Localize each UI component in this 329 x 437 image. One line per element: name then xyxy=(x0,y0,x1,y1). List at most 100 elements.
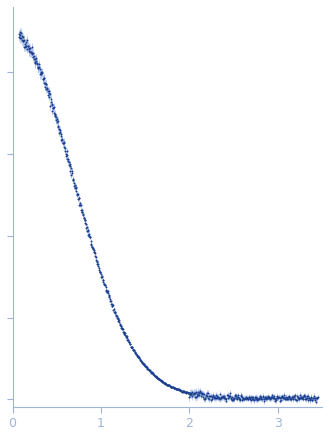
Point xyxy=(195,388,200,395)
Point xyxy=(224,392,230,399)
Point xyxy=(199,391,204,398)
Point xyxy=(110,302,115,309)
Point xyxy=(302,392,307,399)
Point xyxy=(99,274,105,281)
Point xyxy=(314,398,319,405)
Point xyxy=(63,147,68,154)
Point xyxy=(194,392,200,399)
Point xyxy=(201,391,206,398)
Point xyxy=(83,217,88,224)
Point xyxy=(252,396,257,403)
Point xyxy=(308,397,313,404)
Point xyxy=(170,384,175,391)
Point xyxy=(234,394,240,401)
Point xyxy=(228,394,233,401)
Point xyxy=(25,43,30,50)
Point xyxy=(63,153,68,160)
Point xyxy=(101,281,107,288)
Point xyxy=(193,388,199,395)
Point xyxy=(123,331,128,338)
Point xyxy=(137,356,142,363)
Point xyxy=(71,179,77,186)
Point xyxy=(143,362,148,369)
Point xyxy=(180,388,185,395)
Point xyxy=(105,288,110,295)
Point xyxy=(156,375,162,382)
Point xyxy=(61,139,66,146)
Point xyxy=(142,362,147,369)
Point xyxy=(50,104,56,111)
Point xyxy=(40,76,45,83)
Point xyxy=(62,138,67,145)
Point xyxy=(203,396,208,403)
Point xyxy=(172,385,177,392)
Point xyxy=(183,389,188,396)
Point xyxy=(266,394,271,401)
Point xyxy=(269,394,274,401)
Point xyxy=(304,395,309,402)
Point xyxy=(264,394,269,401)
Point xyxy=(228,395,234,402)
Point xyxy=(146,367,152,374)
Point xyxy=(109,301,114,308)
Point xyxy=(88,238,93,245)
Point xyxy=(184,388,190,395)
Point xyxy=(203,393,209,400)
Point xyxy=(216,395,221,402)
Point xyxy=(247,394,253,401)
Point xyxy=(37,64,42,71)
Point xyxy=(215,394,220,401)
Point xyxy=(210,392,215,399)
Point xyxy=(275,394,281,401)
Point xyxy=(24,45,30,52)
Point xyxy=(21,38,26,45)
Point xyxy=(152,372,157,379)
Point xyxy=(151,371,156,378)
Point xyxy=(88,233,93,240)
Point xyxy=(119,325,124,332)
Point xyxy=(258,395,264,402)
Point xyxy=(292,394,297,401)
Point xyxy=(272,395,277,402)
Point xyxy=(187,389,192,396)
Point xyxy=(252,394,257,401)
Point xyxy=(253,395,259,402)
Point xyxy=(251,397,256,404)
Point xyxy=(214,392,219,399)
Point xyxy=(219,395,224,402)
Point xyxy=(91,246,96,253)
Point xyxy=(47,94,52,101)
Point xyxy=(222,395,228,402)
Point xyxy=(131,346,136,353)
Point xyxy=(273,397,279,404)
Point xyxy=(290,393,295,400)
Point xyxy=(31,49,36,56)
Point xyxy=(242,395,247,402)
Point xyxy=(281,394,286,401)
Point xyxy=(158,377,163,384)
Point xyxy=(207,393,212,400)
Point xyxy=(102,282,108,289)
Point xyxy=(256,395,261,402)
Point xyxy=(290,395,295,402)
Point xyxy=(300,395,305,402)
Point xyxy=(249,396,254,403)
Point xyxy=(296,394,301,401)
Point xyxy=(140,359,145,366)
Point xyxy=(242,394,248,401)
Point xyxy=(35,65,40,72)
Point xyxy=(167,382,172,389)
Point xyxy=(56,125,62,132)
Point xyxy=(150,370,156,377)
Point xyxy=(244,394,249,401)
Point xyxy=(211,392,216,399)
Point xyxy=(270,393,275,400)
Point xyxy=(98,268,103,275)
Point xyxy=(188,390,193,397)
Point xyxy=(63,150,69,157)
Point xyxy=(216,394,222,401)
Point xyxy=(271,395,276,402)
Point xyxy=(162,379,167,386)
Point xyxy=(191,390,196,397)
Point xyxy=(204,390,210,397)
